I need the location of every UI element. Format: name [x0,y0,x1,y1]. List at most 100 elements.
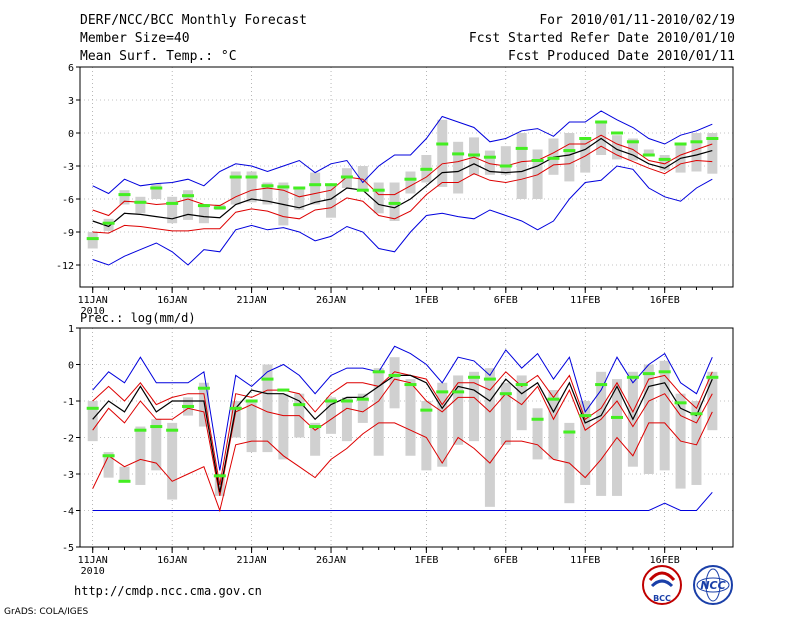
temp-box-day-12 [262,182,273,205]
temp-box-day-36 [643,149,654,155]
prec-median-mark-day-4 [134,428,147,432]
temp-median-mark-day-26 [483,155,496,159]
prec-ytick-label: -3 [62,470,74,481]
temp-mean-line [92,137,713,228]
prec-xtick-label: 16FEB [650,555,680,566]
prec-median-mark-day-32 [579,414,592,418]
temp-median-mark-day-18 [356,188,369,192]
temp-box-day-19 [373,182,384,214]
prec-box-day-18 [357,393,368,423]
temp-box-day-24 [453,141,464,194]
temp-median-mark-day-27 [499,164,512,168]
prec-median-mark-day-40 [706,375,719,379]
prec-ytick-label: -4 [62,507,74,518]
prec-ytick-label: 1 [68,324,74,335]
temp-box-day-20 [389,182,400,221]
temp-box-day-26 [484,150,495,175]
temp-median-mark-day-24 [452,152,465,156]
temp-box-day-28 [516,133,527,199]
prec-median-mark-day-16 [325,399,338,403]
temp-median-mark-day-23 [436,142,449,146]
temp-box-day-1 [87,232,98,249]
temp-box-day-6 [167,196,178,224]
temp-median-mark-day-3 [118,193,131,197]
prec-box-day-10 [230,401,241,438]
prec-median-mark-day-35 [626,375,639,379]
temp-max-line [92,110,713,195]
prec-xtick-year: 2010 [81,566,105,577]
temp-median-mark-day-2 [102,221,115,225]
temp-box-day-37 [659,155,670,171]
prec-box-day-2 [103,452,114,478]
temp-median-mark-day-7 [182,194,195,198]
prec-box-day-28 [516,375,527,431]
temp-xtick-label: 16FEB [650,295,680,306]
prec-median-mark-day-10 [229,406,242,410]
prec-box-day-32 [580,401,591,485]
prec-ytick-label: -2 [62,434,74,445]
temp-median-mark-day-14 [293,186,306,190]
prec-median-mark-day-5 [150,425,163,429]
refer-date: Fcst Started Refer Date 2010/01/10 [469,31,735,46]
prec-median-mark-day-39 [690,412,703,416]
prec-median-mark-day-20 [388,373,401,377]
prec-box-day-39 [691,401,702,485]
prec-box-day-33 [596,371,607,496]
temp-box-day-11 [246,171,257,203]
temp-median-mark-day-6 [166,201,179,205]
prec-lower-line [92,411,713,513]
temp-xtick-year: 2010 [81,306,105,317]
temp-xtick-label: 1FEB [414,295,438,306]
prec-xtick-label: 11FEB [570,555,600,566]
prec-box-day-3 [119,466,130,482]
prec-median-mark-day-25 [468,375,481,379]
temp-box-day-15 [310,172,321,205]
temp-box-day-5 [151,183,162,199]
prec-median-mark-day-29 [531,417,544,421]
prec-median-mark-day-14 [293,403,306,407]
prec-median-mark-day-27 [499,392,512,396]
prec-median-mark-day-13 [277,388,290,392]
bcc-logo-arc [648,571,676,582]
prec-median-mark-day-30 [547,397,560,401]
prec-median-mark-day-34 [611,415,624,419]
temp-frame [79,66,734,288]
prec-ytick-label: -1 [62,397,74,408]
temp-median-mark-day-31 [563,149,576,153]
temp-box-day-3 [119,190,130,205]
prec-median-mark-day-17 [340,399,353,403]
temp-box-day-14 [294,188,305,210]
ncc-logo-orbit [696,577,730,593]
temp-box-day-8 [198,205,209,224]
prec-median-mark-day-1 [86,406,99,410]
prec-box-day-13 [278,393,289,460]
prec-median-mark-day-21 [404,383,417,387]
prec-box-day-37 [659,360,670,471]
precip-panel-title: Prec.: log(mm/d) [80,311,196,325]
prec-box-day-20 [389,357,400,409]
temp-box-day-27 [500,146,511,175]
prec-box-day-4 [135,426,146,485]
source-url[interactable]: http://cmdp.ncc.cma.gov.cn [74,584,262,598]
prec-box-day-29 [532,408,543,460]
temp-xtick-label: 16JAN [157,295,187,306]
prec-median-mark-day-19 [372,370,385,374]
temp-box-day-31 [564,133,575,182]
prec-mean-line [92,374,713,493]
prec-xtick-label: 26JAN [316,555,346,566]
temp-median-mark-day-20 [388,201,401,205]
bcc-logo: BCC [642,565,682,605]
prec-box-day-27 [500,382,511,445]
member-size: Member Size=40 [80,31,190,46]
variable-label: Mean Surf. Temp.: °C [80,49,237,64]
temp-median-mark-day-34 [611,131,624,135]
prec-median-mark-day-31 [563,430,576,434]
temp-median-mark-day-16 [325,183,338,187]
prec-xtick-label: 1FEB [414,555,438,566]
prec-box-day-19 [373,368,384,456]
temp-median-mark-day-10 [229,175,242,179]
prec-xtick-label: 6FEB [494,555,518,566]
grads-credit: GrADS: COLA/IGES [4,607,88,617]
prec-median-mark-day-9 [213,474,226,478]
ncc-logo-ring [693,565,733,605]
